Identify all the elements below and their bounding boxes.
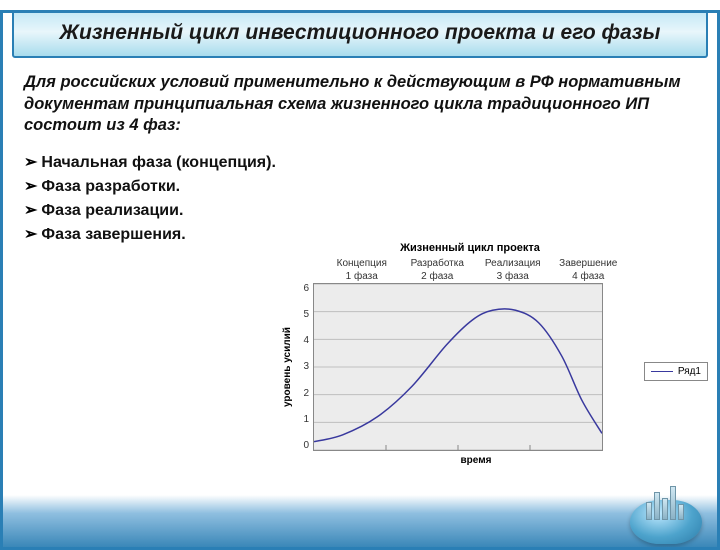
content-area: Для российских условий применительно к д… (0, 58, 720, 246)
phase-header: Разработка 2 фаза (400, 258, 476, 283)
intro-paragraph: Для российских условий применительно к д… (24, 72, 696, 136)
y-axis-label: уровень усилий (280, 287, 295, 447)
y-tick: 4 (295, 335, 309, 346)
title-band: Жизненный цикл инвестиционного проекта и… (12, 10, 708, 58)
phase-bullet: Начальная фаза (концепция). (24, 151, 696, 175)
legend-swatch (651, 371, 673, 372)
lifecycle-chart: Жизненный цикл проекта Концепция 1 фаза … (280, 242, 710, 492)
phase-header-top: Концепция (324, 258, 400, 271)
y-tick: 3 (295, 361, 309, 372)
phase-header-top: Разработка (400, 258, 476, 271)
y-tick: 0 (295, 440, 309, 451)
phase-bullet: Фаза реализации. (24, 199, 696, 223)
footer-decoration-strip (3, 495, 717, 547)
x-category-headers: Концепция 1 фаза Разработка 2 фаза Реали… (324, 258, 626, 283)
y-tick: 6 (295, 283, 309, 294)
phase-header: Реализация 3 фаза (475, 258, 551, 283)
phase-bullet: Фаза разработки. (24, 175, 696, 199)
x-axis-label: время (326, 455, 626, 466)
chart-legend: Ряд1 (644, 362, 708, 381)
phase-header-bottom: 3 фаза (475, 271, 551, 284)
phase-bullet-list: Начальная фаза (концепция). Фаза разрабо… (24, 151, 696, 247)
y-tick: 1 (295, 414, 309, 425)
y-tick: 5 (295, 309, 309, 320)
city-icon (646, 486, 684, 520)
phase-header-bottom: 1 фаза (324, 271, 400, 284)
y-ticks: 6 5 4 3 2 1 0 (295, 283, 313, 451)
phase-header-top: Завершение (551, 258, 627, 271)
footer-globe-decoration (618, 476, 708, 544)
page-title: Жизненный цикл инвестиционного проекта и… (32, 20, 688, 46)
chart-title: Жизненный цикл проекта (230, 242, 710, 254)
phase-header-top: Реализация (475, 258, 551, 271)
y-tick: 2 (295, 388, 309, 399)
phase-header: Завершение 4 фаза (551, 258, 627, 283)
phase-header: Концепция 1 фаза (324, 258, 400, 283)
phase-header-bottom: 4 фаза (551, 271, 627, 284)
plot-area (313, 283, 603, 451)
legend-label: Ряд1 (678, 366, 701, 377)
phase-header-bottom: 2 фаза (400, 271, 476, 284)
